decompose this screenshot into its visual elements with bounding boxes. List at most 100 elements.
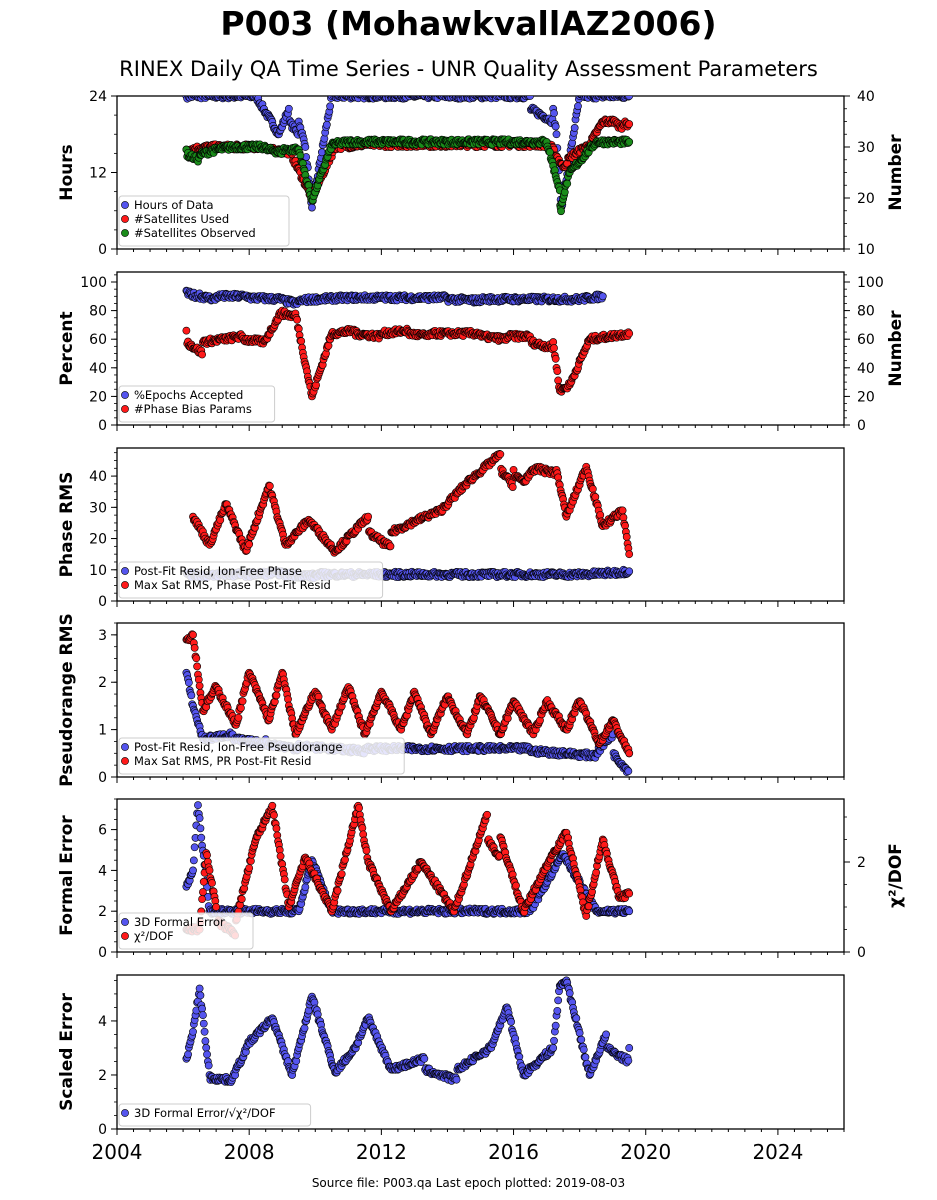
- data-point: [322, 120, 331, 129]
- data-point: [554, 376, 563, 385]
- series--satellites-observed: [182, 135, 634, 216]
- y2-tick-label: 20: [857, 191, 875, 207]
- legend-marker: [121, 215, 129, 223]
- y2-axis-label: Number: [886, 134, 906, 211]
- data-point: [588, 485, 597, 493]
- data-point: [624, 767, 633, 776]
- data-point: [364, 512, 373, 521]
- series--phase-bias-params: [182, 306, 634, 401]
- legend-label: #Satellites Used: [134, 212, 229, 226]
- data-point: [193, 662, 202, 671]
- data-point: [308, 203, 316, 212]
- y-tick-label: 12: [89, 166, 107, 182]
- legend-box: [118, 385, 276, 423]
- y-tick-label: 80: [89, 304, 107, 320]
- y-tick-label: 24: [89, 89, 107, 105]
- y-tick-label: 1: [98, 723, 107, 739]
- y-axis-label: Pseudorange RMS: [57, 613, 77, 787]
- legend-label: #Satellites Observed: [134, 226, 256, 240]
- data-point: [551, 122, 560, 131]
- data-point: [508, 483, 517, 491]
- data-point: [545, 148, 554, 157]
- y2-tick-label: 10: [857, 242, 875, 258]
- legend-marker: [121, 567, 129, 575]
- data-point: [553, 367, 562, 375]
- panel-epochs-phase-bias: 020406080100Percent020406080100Number%Ep…: [57, 271, 906, 434]
- data-point: [190, 644, 199, 652]
- y-tick-label: 40: [89, 361, 107, 377]
- y2-tick-label: 60: [857, 332, 875, 348]
- y-axis-label: Percent: [57, 311, 77, 385]
- data-point: [625, 120, 634, 128]
- legend-marker: [121, 405, 129, 413]
- y-tick-label: 0: [98, 242, 107, 258]
- data-point: [195, 681, 204, 690]
- series--epochs-accepted: [182, 286, 607, 309]
- y2-tick-label: 20: [857, 389, 875, 405]
- y2-axis-label: Number: [886, 310, 906, 387]
- y-axis-label: Phase RMS: [57, 472, 77, 578]
- series-max-sat-rms-pr-post-fit-resid: [182, 630, 634, 758]
- data-point: [560, 188, 569, 197]
- data-point: [598, 292, 607, 301]
- data-point: [184, 678, 193, 687]
- data-point: [324, 341, 333, 350]
- data-point: [625, 96, 634, 100]
- y-tick-label: 0: [98, 770, 107, 786]
- y2-tick-label: 80: [857, 304, 875, 320]
- data-point: [189, 630, 197, 639]
- legend-label: Hours of Data: [134, 198, 214, 212]
- data-point: [284, 695, 292, 704]
- data-point: [272, 691, 281, 700]
- data-point: [234, 713, 243, 722]
- points-layer: [182, 96, 634, 216]
- data-point: [386, 542, 395, 551]
- legend-marker: [121, 581, 129, 589]
- y2-tick-label: 40: [857, 89, 875, 105]
- points-layer: [182, 286, 634, 401]
- data-point: [182, 326, 191, 335]
- data-point: [551, 354, 560, 363]
- data-point: [245, 540, 254, 549]
- data-point: [552, 130, 561, 139]
- legend-marker: [121, 229, 129, 237]
- y-tick-label: 3: [98, 628, 107, 644]
- data-point: [526, 96, 534, 100]
- data-point: [625, 329, 634, 338]
- legend-marker: [121, 201, 129, 209]
- y2-tick-label: 100: [857, 275, 884, 291]
- data-point: [496, 450, 505, 459]
- data-point: [557, 207, 565, 216]
- data-point: [326, 102, 335, 111]
- data-point: [563, 179, 572, 188]
- data-point: [591, 493, 600, 501]
- legend-label: #Phase Bias Params: [134, 402, 252, 416]
- series-max-sat-rms-phase-post-fit-resid: [189, 449, 634, 559]
- data-point: [622, 533, 631, 541]
- y-tick-label: 60: [89, 332, 107, 348]
- legend-label: Max Sat RMS, Phase Post-Fit Resid: [134, 578, 331, 592]
- data-point: [294, 324, 303, 333]
- data-point: [192, 654, 201, 663]
- chart-subtitle: RINEX Daily QA Time Series - UNR Quality…: [119, 57, 818, 81]
- legend-box: [118, 195, 290, 247]
- data-point: [238, 697, 247, 706]
- y2-tick-label: 0: [857, 418, 866, 434]
- y2-tick-label: 30: [857, 140, 875, 156]
- data-point: [293, 315, 301, 324]
- data-point: [625, 137, 634, 146]
- data-point: [284, 104, 293, 113]
- y-tick-label: 20: [89, 532, 107, 548]
- legend: Hours of Data#Satellites Used#Satellites…: [118, 195, 290, 247]
- data-point: [550, 109, 558, 118]
- legend: %Epochs Accepted#Phase Bias Params: [118, 385, 276, 423]
- data-point: [550, 344, 558, 352]
- data-point: [297, 337, 306, 346]
- data-point: [301, 143, 310, 151]
- y2-tick-label: 40: [857, 361, 875, 377]
- data-point: [265, 482, 274, 490]
